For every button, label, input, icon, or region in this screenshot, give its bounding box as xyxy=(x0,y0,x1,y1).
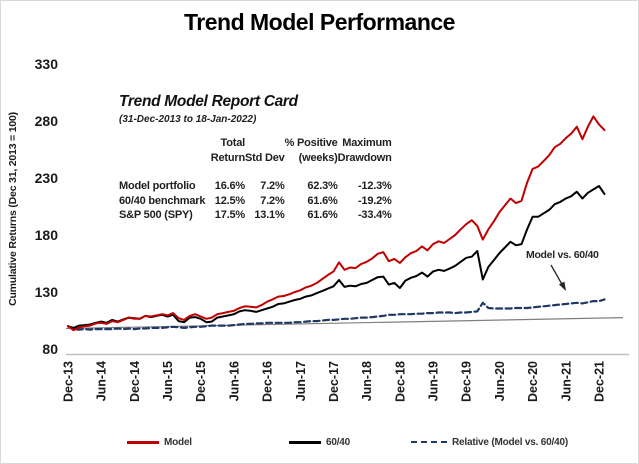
legend-label: Model xyxy=(164,436,192,448)
series-line-relative-model-vs-60-40- xyxy=(66,298,606,331)
cell-max-drawdown: -33.4% xyxy=(357,209,392,222)
cell-total-return: 16.6% xyxy=(214,179,245,192)
model-line-swatch xyxy=(127,440,159,444)
x-tick-label: Dec-15 xyxy=(194,361,208,402)
chart-title: Trend Model Performance xyxy=(184,9,455,35)
cell-pct-positive: 62.3% xyxy=(307,179,338,192)
cell-std-dev: 13.1% xyxy=(254,209,285,222)
x-tick-label: Jun-21 xyxy=(559,361,573,401)
report-card-header-row: Total Return Std Dev % Positive (weeks) … xyxy=(119,136,392,166)
x-tick-label: Jun-19 xyxy=(427,361,441,401)
report-card-table: Total Return Std Dev % Positive (weeks) … xyxy=(119,136,392,223)
report-card: Trend Model Report Card (31-Dec-2013 to … xyxy=(119,93,392,223)
annotation-arrow xyxy=(550,264,566,291)
legend-entry-model: Model xyxy=(127,435,192,449)
x-tick-label: Dec-19 xyxy=(460,361,474,402)
cell-std-dev: 7.2% xyxy=(260,194,285,207)
row-label: 60/40 benchmark xyxy=(119,194,206,207)
relative-trendline xyxy=(65,317,624,330)
x-tick-label: Jun-17 xyxy=(294,361,308,401)
header-pct-positive: % Positive (weeks) xyxy=(284,137,338,164)
x-tick-label: Dec-16 xyxy=(261,361,275,402)
legend-label: Relative (Model vs. 60/40) xyxy=(452,436,568,448)
x-tick-label: Dec-21 xyxy=(593,361,607,402)
cell-max-drawdown: -19.2% xyxy=(357,194,392,207)
y-tick-label: 280 xyxy=(35,113,59,129)
x-tick-label: Dec-17 xyxy=(327,361,341,402)
cell-pct-positive: 61.6% xyxy=(307,209,338,222)
cell-total-return: 12.5% xyxy=(214,194,245,207)
report-card-subtitle: (31-Dec-2013 to 18-Jan-2022) xyxy=(119,114,257,125)
x-tick-label: Jun-15 xyxy=(161,361,175,401)
annotation-model-vs-6040: Model vs. 60/40 xyxy=(526,249,599,261)
header-empty xyxy=(119,136,209,166)
legend-entry-relative: Relative (Model vs. 60/40) xyxy=(411,435,568,449)
series-line-model xyxy=(67,115,606,332)
report-card-title: Trend Model Report Card xyxy=(119,93,298,110)
relative-line-swatch xyxy=(411,441,447,443)
x-tick-label: Jun-16 xyxy=(227,361,241,401)
table-row: 60/40 benchmark 12.5% 7.2% 61.6% -19.2% xyxy=(119,194,392,209)
x-tick-label: Jun-18 xyxy=(360,361,374,401)
row-label: Model portfolio xyxy=(119,179,196,192)
x-tick-label: Dec-14 xyxy=(128,361,142,402)
y-tick-label: 230 xyxy=(35,170,59,186)
x-tick-label: Dec-13 xyxy=(62,361,76,402)
y-tick-label: 180 xyxy=(35,227,59,243)
cell-std-dev: 7.2% xyxy=(260,179,285,192)
cell-pct-positive: 61.6% xyxy=(307,194,338,207)
y-tick-label: 330 xyxy=(35,56,59,72)
y-tick-label: 130 xyxy=(35,284,59,300)
cell-total-return: 17.5% xyxy=(214,209,245,222)
x-tick-label: Jun-20 xyxy=(493,361,507,401)
legend-label: 60/40 xyxy=(326,436,351,448)
x-tick-label: Dec-18 xyxy=(393,361,407,402)
legend-entry-6040: 60/40 xyxy=(289,435,350,449)
header-std-dev: Std Dev xyxy=(245,151,285,164)
x-tick-label: Jun-14 xyxy=(95,361,109,401)
cell-max-drawdown: -12.3% xyxy=(357,179,392,192)
header-total-return: Total Return xyxy=(210,137,245,164)
legend: Model 60/40 Relative (Model vs. 60/40) xyxy=(1,435,638,455)
y-tick-label: 80 xyxy=(42,341,58,357)
row-label: S&P 500 (SPY) xyxy=(119,209,193,222)
table-row: S&P 500 (SPY) 17.5% 13.1% 61.6% -33.4% xyxy=(119,208,392,223)
6040-line-swatch xyxy=(289,440,321,444)
table-row: Model portfolio 16.6% 7.2% 62.3% -12.3% xyxy=(119,166,392,194)
header-max-drawdown: Maximum Drawdown xyxy=(337,137,392,164)
x-tick-label: Dec-20 xyxy=(526,361,540,402)
